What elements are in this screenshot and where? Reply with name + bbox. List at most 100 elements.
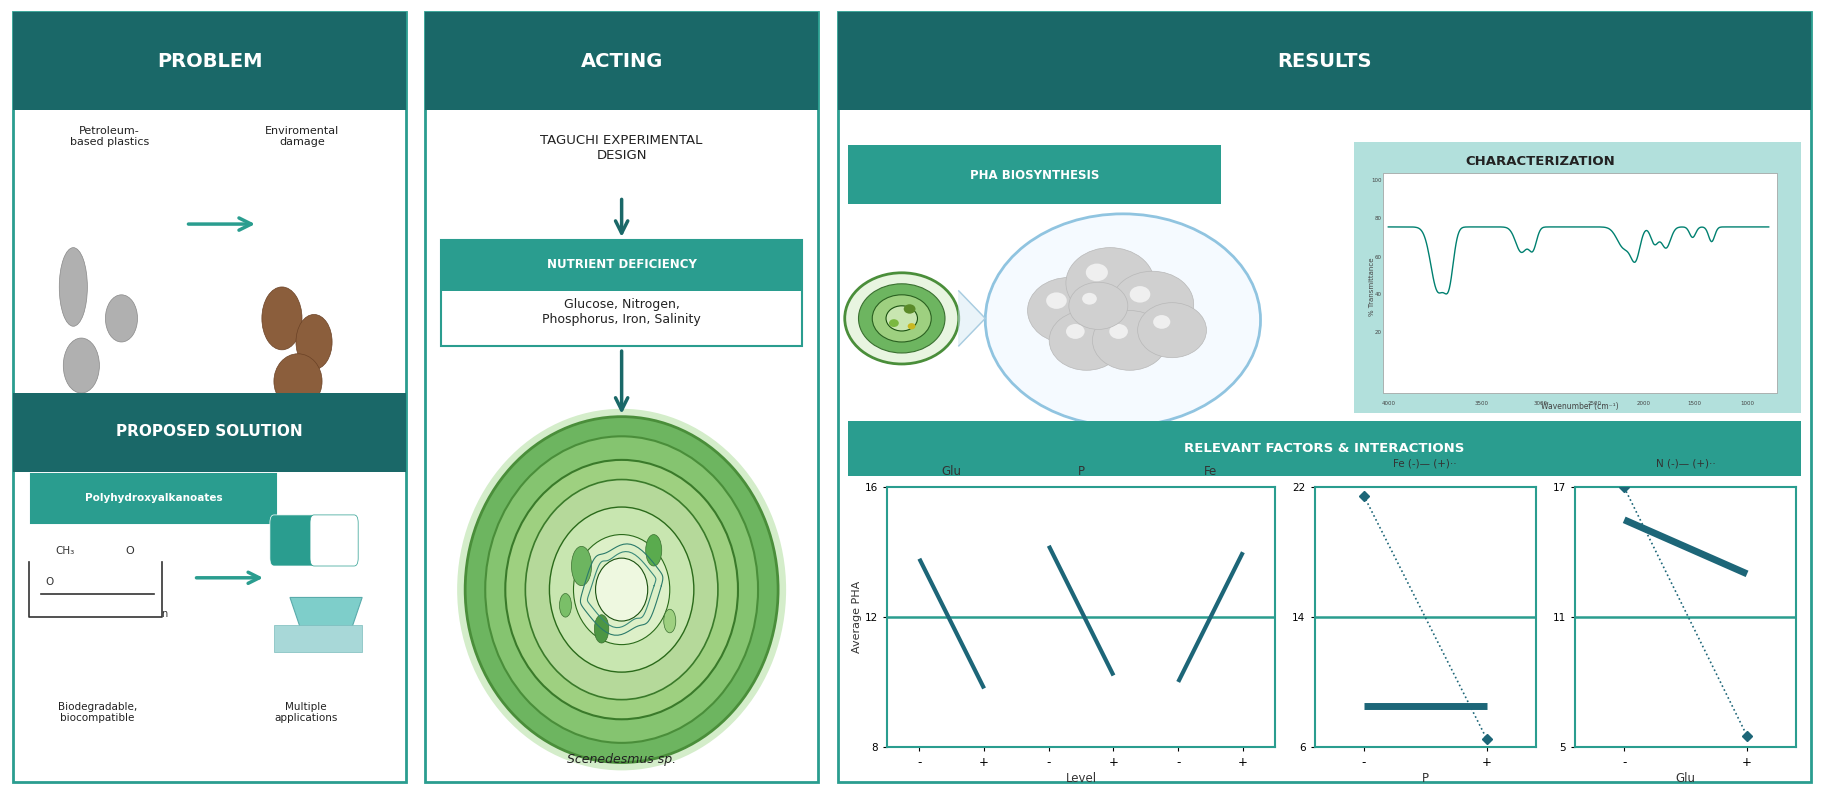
Circle shape	[664, 609, 675, 633]
Text: O: O	[126, 546, 133, 557]
Text: 3000: 3000	[1533, 401, 1548, 406]
Text: Fe: Fe	[1204, 464, 1217, 478]
FancyBboxPatch shape	[838, 12, 1810, 782]
Text: P: P	[1077, 464, 1084, 478]
Circle shape	[872, 295, 931, 342]
Ellipse shape	[485, 437, 757, 743]
FancyBboxPatch shape	[1383, 173, 1776, 393]
Text: 1000: 1000	[1739, 401, 1754, 406]
Ellipse shape	[549, 507, 694, 672]
X-axis label: Glu: Glu	[1675, 772, 1695, 784]
Circle shape	[1093, 310, 1168, 370]
Text: Wavenumber (cm⁻¹): Wavenumber (cm⁻¹)	[1540, 402, 1619, 410]
Ellipse shape	[106, 295, 137, 342]
Text: 2000: 2000	[1637, 401, 1652, 406]
Text: Polyhydroxyalkanoates: Polyhydroxyalkanoates	[84, 492, 223, 503]
Y-axis label: Average PHA: Average PHA	[852, 581, 861, 653]
Circle shape	[1046, 292, 1068, 309]
Ellipse shape	[506, 460, 737, 719]
Circle shape	[885, 306, 918, 331]
Ellipse shape	[526, 480, 717, 700]
FancyBboxPatch shape	[442, 240, 803, 291]
Circle shape	[845, 273, 958, 364]
Text: 60: 60	[1374, 255, 1382, 260]
Circle shape	[858, 283, 945, 353]
Circle shape	[889, 319, 898, 327]
Text: O: O	[46, 576, 53, 587]
Ellipse shape	[573, 534, 670, 645]
Circle shape	[1066, 248, 1155, 318]
FancyBboxPatch shape	[310, 515, 358, 566]
Text: Biodegradable,
biocompatible: Biodegradable, biocompatible	[58, 702, 137, 723]
Circle shape	[1066, 324, 1084, 339]
Circle shape	[1153, 315, 1170, 329]
FancyBboxPatch shape	[425, 12, 818, 782]
Text: PROBLEM: PROBLEM	[157, 52, 263, 71]
Text: 80: 80	[1374, 216, 1382, 221]
Circle shape	[595, 615, 610, 643]
Text: Scenedesmus sp.: Scenedesmus sp.	[568, 754, 677, 766]
Circle shape	[1049, 310, 1124, 370]
Circle shape	[1137, 303, 1206, 357]
Circle shape	[1110, 324, 1128, 339]
FancyBboxPatch shape	[13, 12, 407, 782]
FancyBboxPatch shape	[274, 625, 361, 653]
FancyBboxPatch shape	[270, 515, 318, 566]
Text: Glu: Glu	[942, 464, 962, 478]
Circle shape	[1027, 278, 1110, 344]
Ellipse shape	[456, 409, 787, 770]
Text: CHARACTERIZATION: CHARACTERIZATION	[1465, 155, 1615, 168]
Text: 40: 40	[1374, 292, 1382, 297]
FancyBboxPatch shape	[31, 474, 276, 522]
Ellipse shape	[296, 314, 332, 369]
Text: RESULTS: RESULTS	[1278, 52, 1372, 71]
Text: PHA BIOSYNTHESIS: PHA BIOSYNTHESIS	[969, 169, 1099, 182]
Text: RELEVANT FACTORS & INTERACTIONS: RELEVANT FACTORS & INTERACTIONS	[1184, 441, 1465, 455]
FancyBboxPatch shape	[425, 12, 818, 110]
Circle shape	[903, 304, 916, 314]
Ellipse shape	[274, 354, 321, 409]
Circle shape	[560, 594, 571, 617]
Text: Enviromental
damage: Enviromental damage	[265, 125, 339, 148]
Text: n: n	[162, 609, 168, 619]
Circle shape	[1086, 264, 1108, 281]
Text: 4000: 4000	[1382, 401, 1396, 406]
Ellipse shape	[986, 214, 1261, 426]
Text: Petroleum-
based plastics: Petroleum- based plastics	[69, 125, 150, 148]
Polygon shape	[290, 597, 361, 633]
Text: % Transmittance: % Transmittance	[1369, 258, 1374, 316]
FancyBboxPatch shape	[442, 240, 803, 346]
Circle shape	[571, 546, 591, 586]
Text: PROPOSED SOLUTION: PROPOSED SOLUTION	[117, 424, 303, 439]
Ellipse shape	[595, 558, 648, 621]
Text: TAGUCHI EXPERIMENTAL
DESIGN: TAGUCHI EXPERIMENTAL DESIGN	[540, 133, 703, 162]
FancyBboxPatch shape	[838, 12, 1810, 110]
Polygon shape	[958, 291, 986, 346]
FancyBboxPatch shape	[847, 421, 1801, 476]
Circle shape	[907, 323, 916, 330]
Text: N (-)— (+)··: N (-)— (+)··	[1655, 459, 1716, 468]
Text: CH₃: CH₃	[57, 546, 75, 557]
Text: 100: 100	[1371, 179, 1382, 183]
Ellipse shape	[261, 287, 301, 350]
FancyBboxPatch shape	[13, 12, 407, 110]
Text: ACTING: ACTING	[580, 52, 662, 71]
Text: Fe (-)— (+)··: Fe (-)— (+)··	[1392, 459, 1456, 468]
Circle shape	[1130, 286, 1150, 303]
Circle shape	[1082, 293, 1097, 305]
Circle shape	[646, 534, 662, 566]
Circle shape	[1111, 272, 1194, 337]
Text: 3500: 3500	[1475, 401, 1489, 406]
Text: 1500: 1500	[1686, 401, 1701, 406]
X-axis label: P: P	[1422, 772, 1429, 784]
Text: Multiple
applications: Multiple applications	[274, 702, 338, 723]
Text: Glucose, Nitrogen,
Phosphorus, Iron, Salinity: Glucose, Nitrogen, Phosphorus, Iron, Sal…	[542, 298, 701, 326]
Ellipse shape	[64, 338, 99, 393]
Text: 2500: 2500	[1588, 401, 1602, 406]
X-axis label: Level: Level	[1066, 772, 1097, 784]
FancyBboxPatch shape	[1354, 141, 1801, 413]
Ellipse shape	[58, 248, 88, 326]
Text: NUTRIENT DEFICIENCY: NUTRIENT DEFICIENCY	[548, 258, 697, 272]
FancyBboxPatch shape	[13, 393, 407, 472]
Ellipse shape	[465, 417, 777, 762]
